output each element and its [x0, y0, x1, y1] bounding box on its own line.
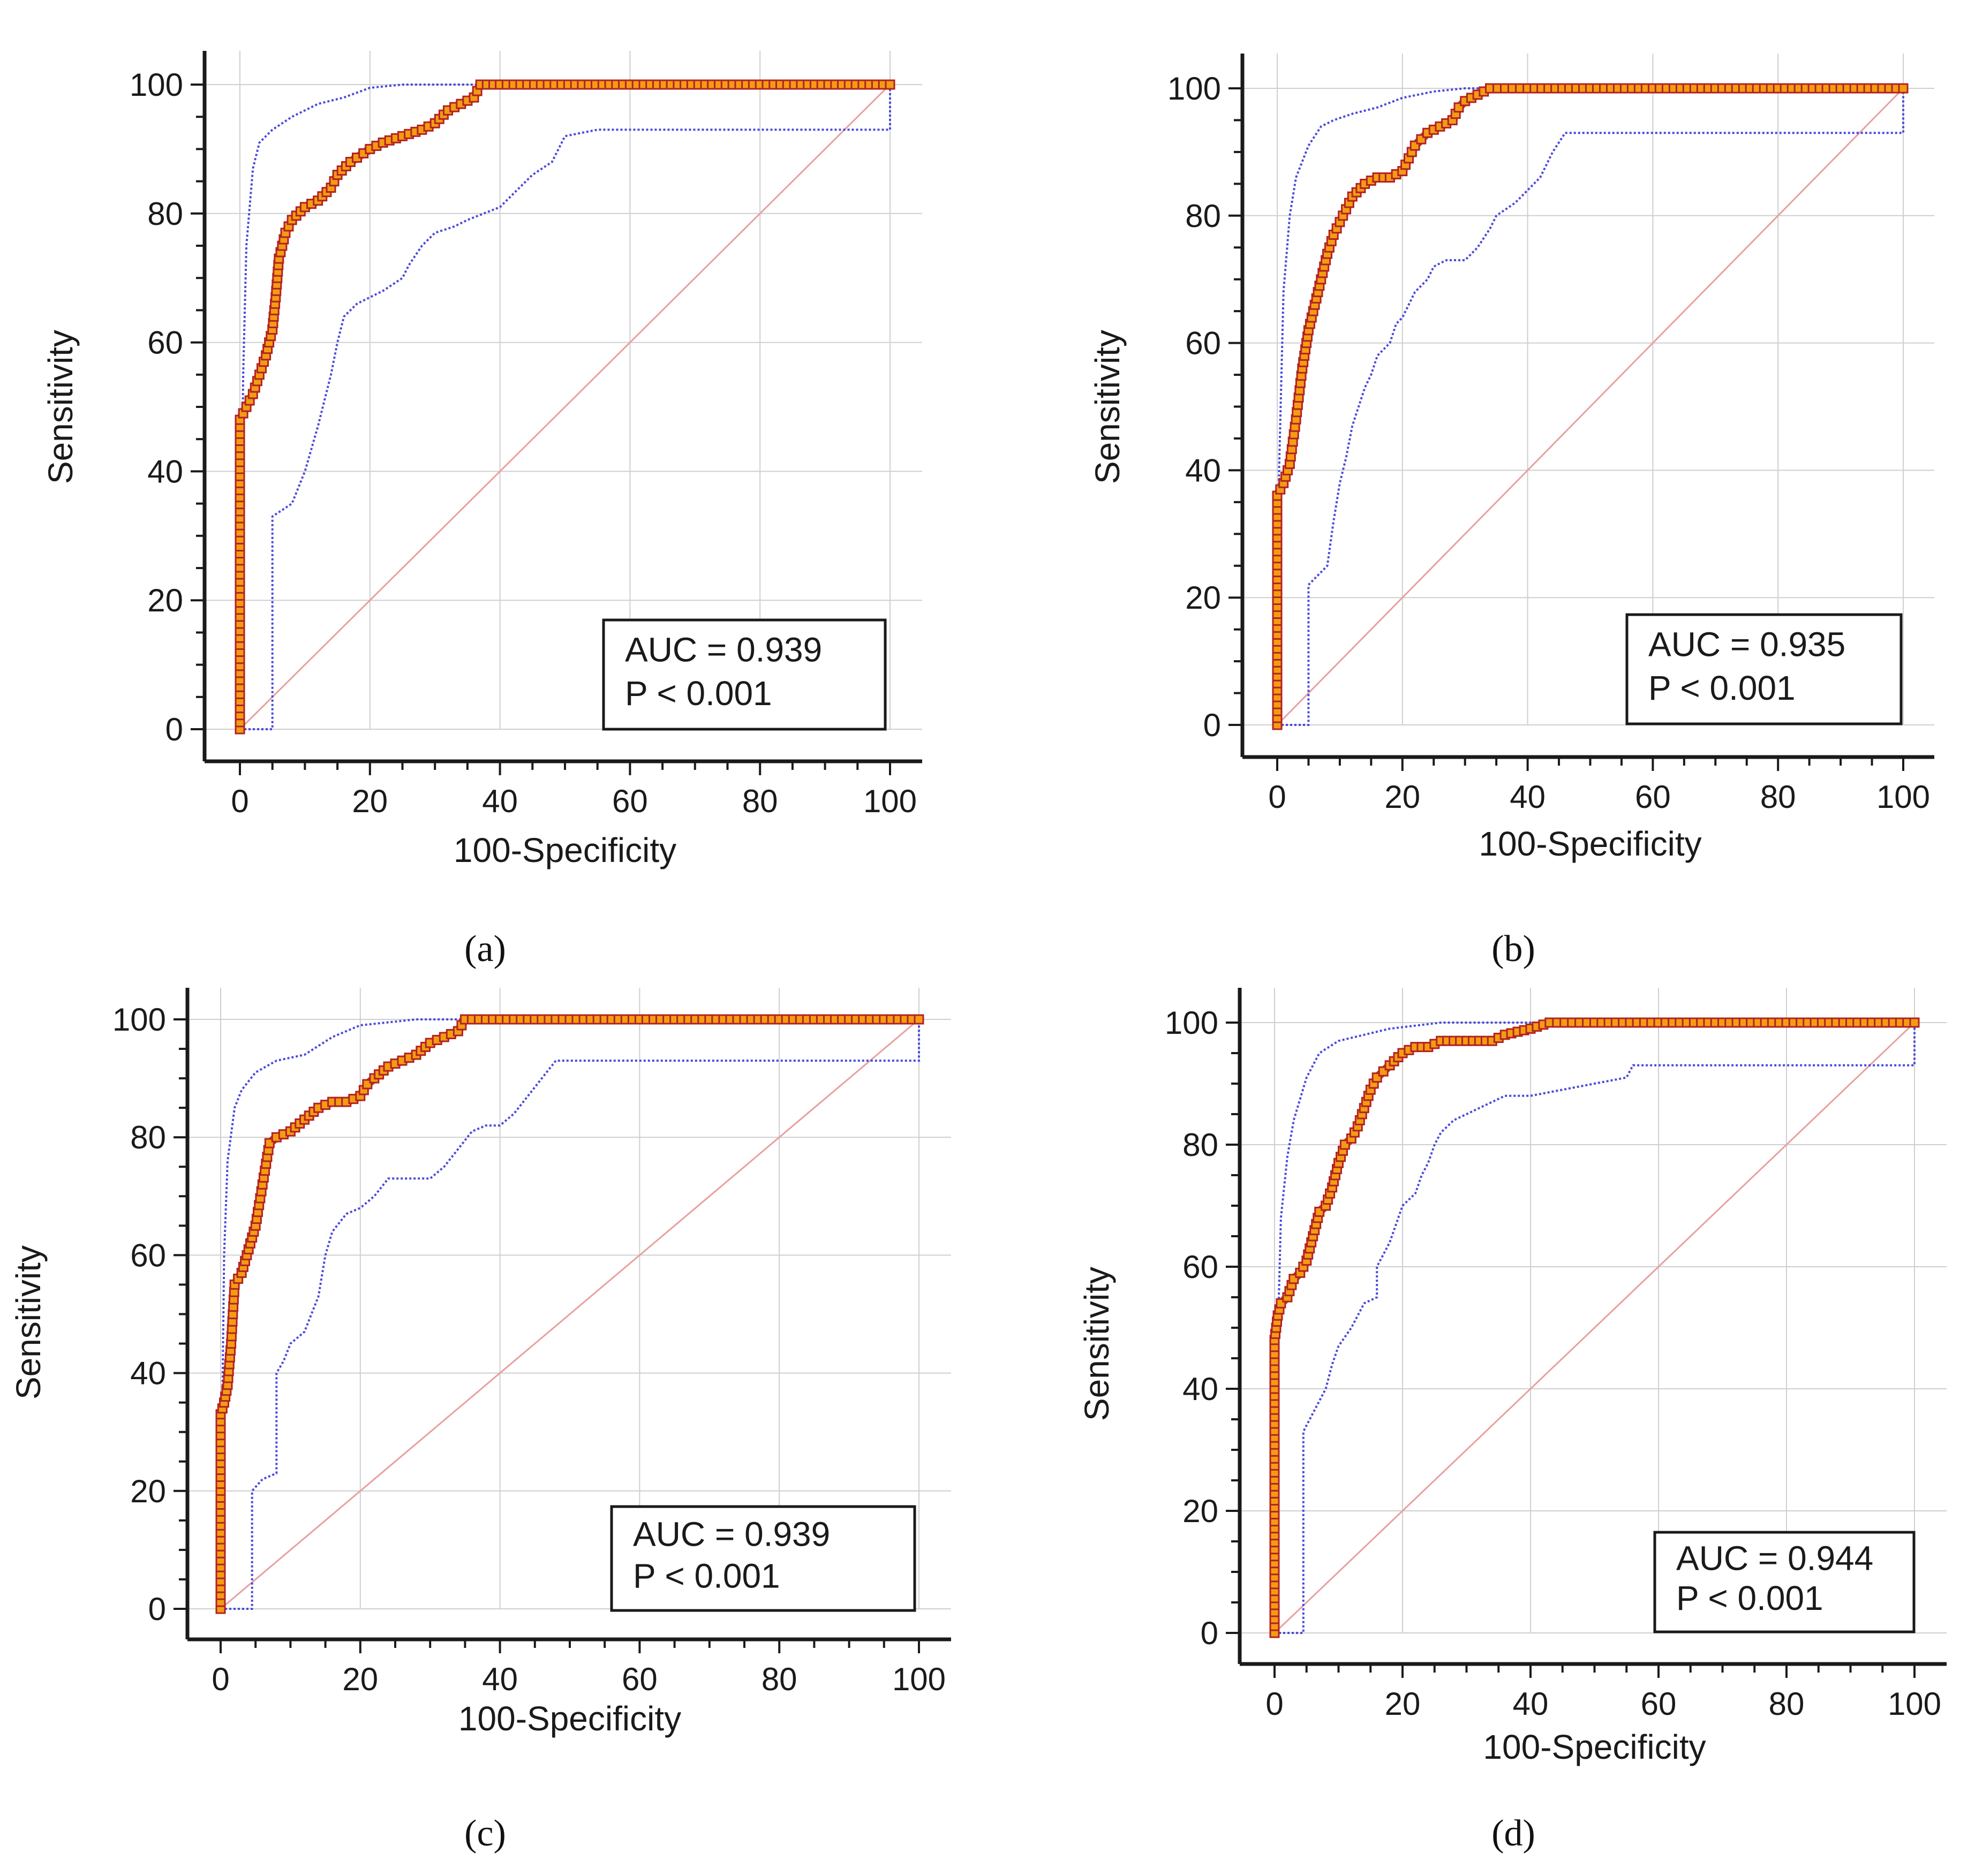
roc-point	[885, 79, 895, 90]
y-tick-label: 20	[1182, 1493, 1218, 1529]
p-value: P < 0.001	[1676, 1579, 1823, 1617]
x-tick-label: 60	[622, 1661, 658, 1697]
y-axis-title: Sensitivity	[41, 330, 80, 484]
ci-lower-line	[1277, 88, 1904, 726]
x-tick-label: 20	[1385, 1686, 1421, 1722]
reference-line	[1273, 1022, 1916, 1634]
y-tick-label: 100	[112, 1002, 166, 1038]
x-tick-label: 80	[742, 783, 778, 819]
auc-box	[1653, 1531, 1916, 1633]
auc-box	[610, 1505, 916, 1612]
p-value: P < 0.001	[625, 674, 772, 713]
x-tick-label: 100	[1888, 1686, 1941, 1722]
y-tick-label: 60	[130, 1237, 166, 1273]
y-tick-label: 60	[1185, 326, 1221, 361]
y-tick-label: 100	[1167, 71, 1221, 107]
y-tick-label: 0	[1203, 707, 1221, 743]
y-tick-label: 80	[130, 1119, 166, 1155]
ci-upper-line	[1276, 87, 1903, 725]
roc-panel-a: 0 20 40 60 80 100 0 20 40 60 80 100 AUC = 0.939 P < 0…	[41, 51, 922, 970]
y-tick-label: 0	[1201, 1615, 1218, 1651]
ci-upper-line	[1273, 1022, 1914, 1633]
y-tick-label: 60	[1182, 1249, 1218, 1285]
roc-markers	[1272, 83, 1909, 730]
ci-upper-line	[220, 1018, 919, 1609]
roc-panel-b: 0 20 40 60 80 100 0 20 40 60 80 100 AUC = 0.935 P < 0…	[1088, 54, 1934, 970]
y-tick-label: 40	[1185, 452, 1221, 488]
y-tick-label: 0	[148, 1591, 166, 1627]
auc-box	[1625, 613, 1903, 725]
ci-lower-line	[221, 1019, 920, 1610]
reference-line	[1276, 87, 1904, 726]
roc-point	[1909, 1017, 1920, 1028]
x-tick-label: 80	[1769, 1686, 1805, 1722]
x-tick-label: 60	[1635, 779, 1671, 815]
y-tick-label: 60	[147, 325, 183, 361]
p-value: P < 0.001	[633, 1556, 780, 1595]
x-tick-label: 40	[482, 1661, 518, 1697]
panel-caption: (a)	[464, 928, 506, 970]
x-tick-label: 20	[1384, 779, 1420, 815]
x-tick-label: 100	[863, 783, 917, 819]
y-tick-label: 40	[1182, 1371, 1218, 1407]
panel-caption: (c)	[464, 1813, 506, 1854]
y-tick-label: 80	[1185, 198, 1221, 234]
y-tick-label: 20	[147, 583, 183, 618]
y-tick-label: 40	[147, 453, 183, 489]
x-axis-title: 100-Specificity	[1479, 824, 1701, 863]
x-tick-label: 20	[352, 783, 388, 819]
ci-lower-line	[240, 85, 891, 730]
x-tick-label: 80	[1760, 779, 1796, 815]
x-tick-label: 80	[762, 1661, 797, 1697]
reference-line	[239, 84, 891, 730]
y-axis-title: Sensitivity	[1077, 1267, 1116, 1421]
auc-value: AUC = 0.939	[625, 631, 822, 669]
auc-value: AUC = 0.944	[1676, 1539, 1873, 1578]
x-tick-label: 60	[612, 783, 648, 819]
roc-markers	[235, 79, 895, 735]
y-tick-label: 40	[130, 1356, 166, 1391]
roc-markers	[1269, 1017, 1920, 1638]
y-tick-label: 20	[130, 1473, 166, 1509]
y-tick-label: 100	[1165, 1005, 1218, 1041]
y-axis-title: Sensitivity	[1088, 330, 1127, 484]
x-axis-title: 100-Specificity	[1483, 1728, 1706, 1766]
auc-value: AUC = 0.939	[633, 1515, 830, 1554]
x-tick-label: 40	[1513, 1686, 1549, 1722]
x-tick-label: 0	[212, 1661, 229, 1697]
x-tick-label: 0	[231, 783, 248, 819]
x-axis-title: 100-Specificity	[458, 1699, 681, 1738]
roc-point	[1898, 83, 1909, 94]
x-tick-label: 40	[482, 783, 518, 819]
x-tick-label: 0	[1268, 779, 1286, 815]
auc-box	[602, 618, 887, 731]
x-tick-label: 60	[1641, 1686, 1677, 1722]
x-tick-label: 0	[1265, 1686, 1283, 1722]
y-tick-label: 0	[165, 712, 183, 747]
x-tick-label: 20	[342, 1661, 378, 1697]
x-tick-label: 40	[1510, 779, 1546, 815]
panel-caption: (d)	[1491, 1813, 1535, 1854]
ci-lower-line	[1275, 1023, 1916, 1634]
panel-caption: (b)	[1491, 928, 1535, 970]
p-value: P < 0.001	[1648, 669, 1796, 707]
reference-line	[220, 1018, 919, 1610]
roc-markers	[215, 1014, 924, 1614]
x-tick-label: 100	[892, 1661, 946, 1697]
x-axis-title: 100-Specificity	[454, 831, 676, 869]
roc-point	[914, 1014, 924, 1025]
y-tick-label: 20	[1185, 580, 1221, 616]
y-tick-label: 80	[1182, 1127, 1218, 1163]
y-tick-label: 80	[147, 196, 183, 232]
y-tick-label: 100	[130, 67, 183, 103]
auc-value: AUC = 0.935	[1648, 625, 1845, 664]
x-tick-label: 100	[1876, 779, 1930, 815]
y-axis-title: Sensitivity	[9, 1245, 48, 1400]
